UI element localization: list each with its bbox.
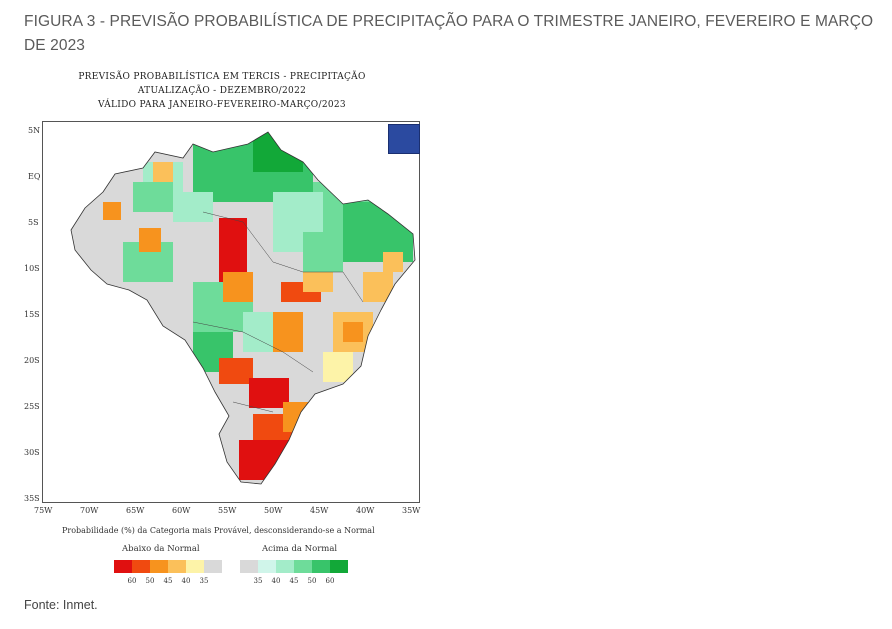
legend-swatch (258, 560, 276, 573)
legend-value: 50 (145, 577, 155, 585)
legend-swatch (132, 560, 150, 573)
map-frame (42, 121, 420, 503)
figure-title-line-1: PREVISÃO PROBABILÍSTICA EM TERCIS - PREC… (78, 72, 366, 82)
lat-tick: 10S (24, 264, 40, 273)
brazil-map (70, 131, 416, 485)
lat-tick: 15S (24, 310, 40, 319)
forecast-figure: PREVISÃO PROBABILÍSTICA EM TERCIS - PREC… (22, 68, 442, 598)
lon-tick: 70W (80, 506, 99, 515)
legend-above-label: Acima da Normal (262, 544, 338, 554)
legend-value: 50 (307, 577, 317, 585)
legend-value: 60 (127, 577, 137, 585)
legend-swatch (240, 560, 258, 573)
lat-tick: EQ (28, 172, 41, 181)
legend-below-swatches (114, 560, 222, 573)
legend-swatch (276, 560, 294, 573)
legend-value: 40 (181, 577, 191, 585)
figure-caption: FIGURA 3 - PREVISÃO PROBABILÍSTICA DE PR… (24, 13, 874, 54)
lat-tick: 30S (24, 448, 40, 457)
lat-tick: 5N (28, 126, 41, 135)
legend-value: 60 (325, 577, 335, 585)
legend-value: 35 (199, 577, 209, 585)
legend-swatch (186, 560, 204, 573)
lon-tick: 35W (402, 506, 421, 515)
figure-title-line-3: VÁLIDO PARA JANEIRO-FEVEREIRO-MARÇO/2023 (98, 100, 346, 110)
lon-tick: 40W (356, 506, 375, 515)
lon-tick: 45W (310, 506, 329, 515)
legend-below-values: 60 50 45 40 35 (123, 577, 213, 585)
lon-tick: 65W (126, 506, 145, 515)
lon-tick: 75W (34, 506, 53, 515)
legend-swatch (150, 560, 168, 573)
inmet-logo-icon (388, 124, 420, 154)
legend-value: 40 (271, 577, 281, 585)
source-credit: Fonte: Inmet. (24, 598, 98, 612)
lat-tick: 5S (28, 218, 39, 227)
legend-above-values: 35 40 45 50 60 (249, 577, 339, 585)
legend-swatch (294, 560, 312, 573)
legend-swatch (330, 560, 348, 573)
probability-note: Probabilidade (%) da Categoria mais Prov… (62, 526, 375, 535)
legend-value: 35 (253, 577, 263, 585)
lat-tick: 20S (24, 356, 40, 365)
lat-tick: 35S (24, 494, 40, 503)
legend-value: 45 (163, 577, 173, 585)
legend-swatch (312, 560, 330, 573)
lat-tick: 25S (24, 402, 40, 411)
legend-swatch (114, 560, 132, 573)
lon-tick: 60W (172, 506, 191, 515)
legend-value: 45 (289, 577, 299, 585)
legend-above-swatches (240, 560, 348, 573)
legend-below-label: Abaixo da Normal (122, 544, 200, 554)
lon-tick: 50W (264, 506, 283, 515)
legend-swatch (168, 560, 186, 573)
figure-title-line-2: ATUALIZAÇÃO - DEZEMBRO/2022 (137, 86, 307, 96)
lon-tick: 55W (218, 506, 237, 515)
legend-swatch (204, 560, 222, 573)
